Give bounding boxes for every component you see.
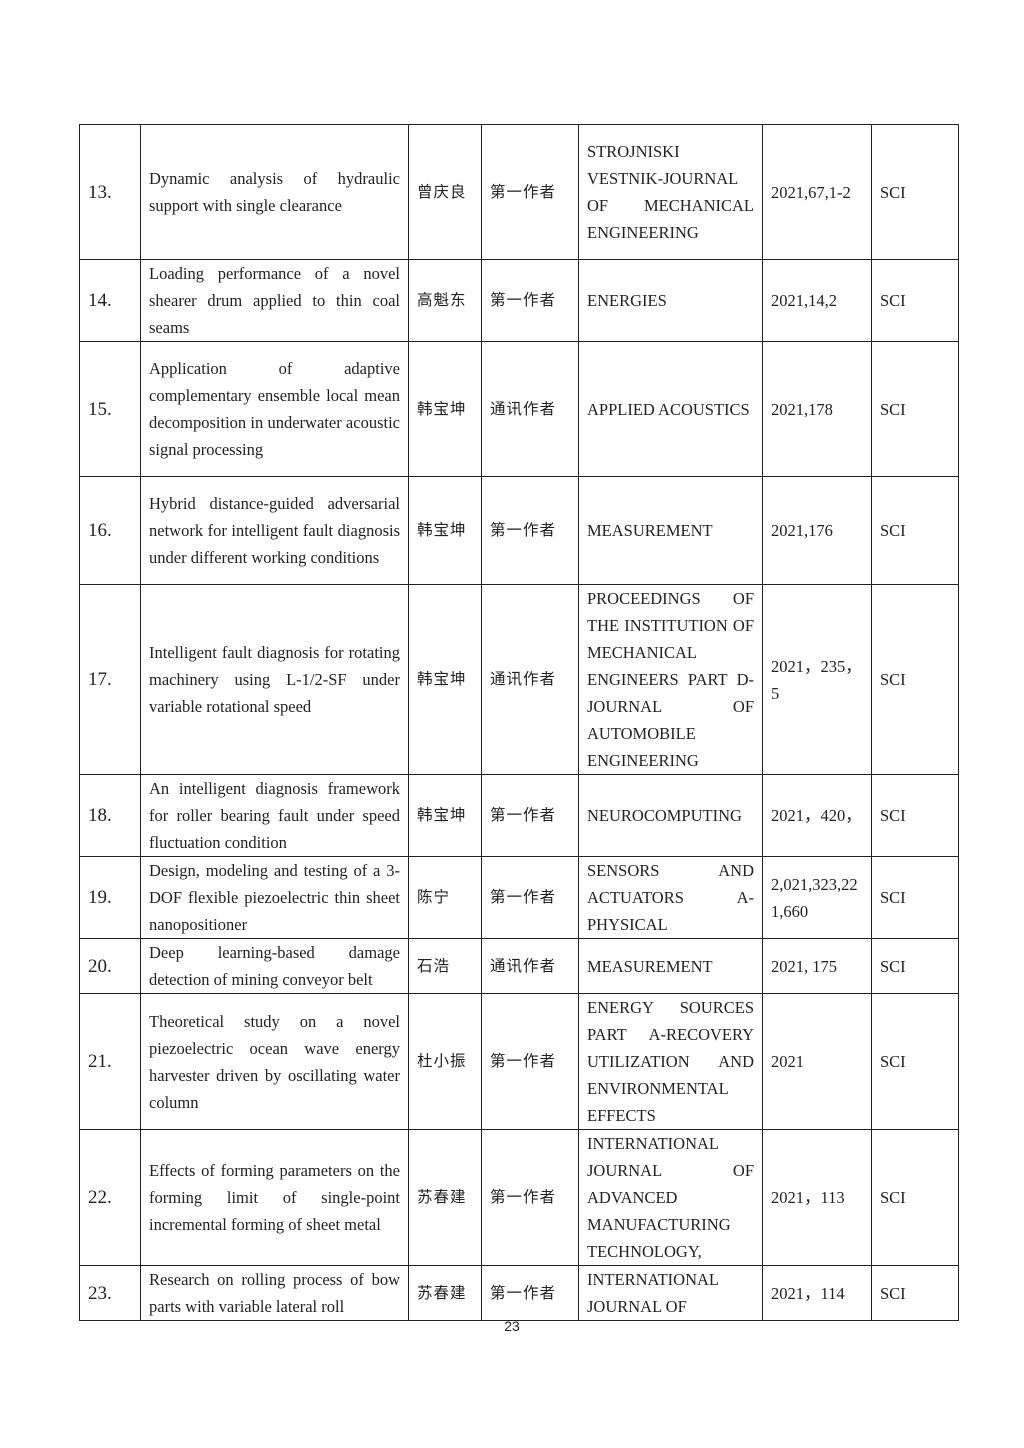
row-number: 16.: [79, 476, 141, 585]
author-name: 杜小振: [408, 993, 482, 1130]
publication-table: 13. Dynamic analysis of hydraulic support…: [79, 124, 959, 1321]
author-name: 韩宝坤: [408, 584, 482, 775]
journal-name: SENSORS AND ACTUATORS A-PHYSICAL: [578, 856, 763, 939]
author-name: 苏春建: [408, 1129, 482, 1266]
journal-name: PROCEEDINGS OF THE INSTITUTION OF MECHAN…: [578, 584, 763, 775]
journal-name: ENERGY SOURCES PART A-RECOVERY UTILIZATI…: [578, 993, 763, 1130]
volume-info: 2021,67,1-2: [762, 124, 872, 260]
author-name: 韩宝坤: [408, 476, 482, 585]
paper-title: Theoretical study on a novel piezoelectr…: [140, 993, 409, 1130]
table-row: 17. Intelligent fault diagnosis for rotat…: [79, 584, 959, 775]
table-row: 20. Deep learning-based damage detection …: [79, 938, 959, 994]
volume-info: 2021, 175: [762, 938, 872, 994]
table-row: 16. Hybrid distance-guided adversarial ne…: [79, 476, 959, 585]
volume-info: 2021,178: [762, 341, 872, 477]
table-row: 22. Effects of forming parameters on the …: [79, 1129, 959, 1266]
table-row: 15. Application of adaptive complementary…: [79, 341, 959, 477]
table-row: 19. Design, modeling and testing of a 3-D…: [79, 856, 959, 939]
index-type: SCI: [871, 341, 959, 477]
volume-info: 2021，113: [762, 1129, 872, 1266]
table-row: 23. Research on rolling process of bow pa…: [79, 1265, 959, 1321]
journal-name: STROJNISKI VESTNIK-JOURNAL OF MECHANICAL…: [578, 124, 763, 260]
index-type: SCI: [871, 476, 959, 585]
journal-name: INTERNATIONAL JOURNAL OF: [578, 1265, 763, 1321]
author-name: 韩宝坤: [408, 341, 482, 477]
author-role: 通讯作者: [481, 341, 579, 477]
author-name: 曾庆良: [408, 124, 482, 260]
author-role: 第一作者: [481, 774, 579, 857]
index-type: SCI: [871, 774, 959, 857]
paper-title: Design, modeling and testing of a 3-DOF …: [140, 856, 409, 939]
row-number: 14.: [79, 259, 141, 342]
volume-info: 2021: [762, 993, 872, 1130]
row-number: 23.: [79, 1265, 141, 1321]
paper-title: Application of adaptive complementary en…: [140, 341, 409, 477]
table-row: 21. Theoretical study on a novel piezoele…: [79, 993, 959, 1130]
table-row: 13. Dynamic analysis of hydraulic support…: [79, 124, 959, 260]
author-role: 第一作者: [481, 993, 579, 1130]
table-row: 14. Loading performance of a novel sheare…: [79, 259, 959, 342]
volume-info: 2021，420，: [762, 774, 872, 857]
journal-name: MEASUREMENT: [578, 938, 763, 994]
paper-title: Hybrid distance-guided adversarial netwo…: [140, 476, 409, 585]
author-role: 第一作者: [481, 259, 579, 342]
volume-info: 2021,14,2: [762, 259, 872, 342]
journal-name: MEASUREMENT: [578, 476, 763, 585]
volume-info: 2021，235，5: [762, 584, 872, 775]
volume-info: 2021,176: [762, 476, 872, 585]
row-number: 22.: [79, 1129, 141, 1266]
index-type: SCI: [871, 1129, 959, 1266]
index-type: SCI: [871, 993, 959, 1130]
author-role: 通讯作者: [481, 938, 579, 994]
author-role: 第一作者: [481, 856, 579, 939]
author-name: 陈宁: [408, 856, 482, 939]
row-number: 18.: [79, 774, 141, 857]
index-type: SCI: [871, 124, 959, 260]
author-role: 通讯作者: [481, 584, 579, 775]
row-number: 17.: [79, 584, 141, 775]
author-role: 第一作者: [481, 124, 579, 260]
volume-info: 2021，114: [762, 1265, 872, 1321]
index-type: SCI: [871, 938, 959, 994]
author-role: 第一作者: [481, 1265, 579, 1321]
row-number: 20.: [79, 938, 141, 994]
index-type: SCI: [871, 584, 959, 775]
index-type: SCI: [871, 1265, 959, 1321]
paper-title: Deep learning-based damage detection of …: [140, 938, 409, 994]
page-number: 23: [504, 1318, 520, 1334]
row-number: 19.: [79, 856, 141, 939]
journal-name: APPLIED ACOUSTICS: [578, 341, 763, 477]
index-type: SCI: [871, 259, 959, 342]
volume-info: 2,021,323,221,660: [762, 856, 872, 939]
journal-name: NEUROCOMPUTING: [578, 774, 763, 857]
author-name: 韩宝坤: [408, 774, 482, 857]
index-type: SCI: [871, 856, 959, 939]
paper-title: An intelligent diagnosis framework for r…: [140, 774, 409, 857]
paper-title: Research on rolling process of bow parts…: [140, 1265, 409, 1321]
row-number: 13.: [79, 124, 141, 260]
author-role: 第一作者: [481, 1129, 579, 1266]
paper-title: Effects of forming parameters on the for…: [140, 1129, 409, 1266]
author-name: 石浩: [408, 938, 482, 994]
paper-title: Intelligent fault diagnosis for rotating…: [140, 584, 409, 775]
paper-title: Loading performance of a novel shearer d…: [140, 259, 409, 342]
row-number: 21.: [79, 993, 141, 1130]
journal-name: ENERGIES: [578, 259, 763, 342]
author-role: 第一作者: [481, 476, 579, 585]
paper-title: Dynamic analysis of hydraulic support wi…: [140, 124, 409, 260]
journal-name: INTERNATIONAL JOURNAL OF ADVANCED MANUFA…: [578, 1129, 763, 1266]
author-name: 苏春建: [408, 1265, 482, 1321]
row-number: 15.: [79, 341, 141, 477]
table-row: 18. An intelligent diagnosis framework fo…: [79, 774, 959, 857]
author-name: 高魁东: [408, 259, 482, 342]
